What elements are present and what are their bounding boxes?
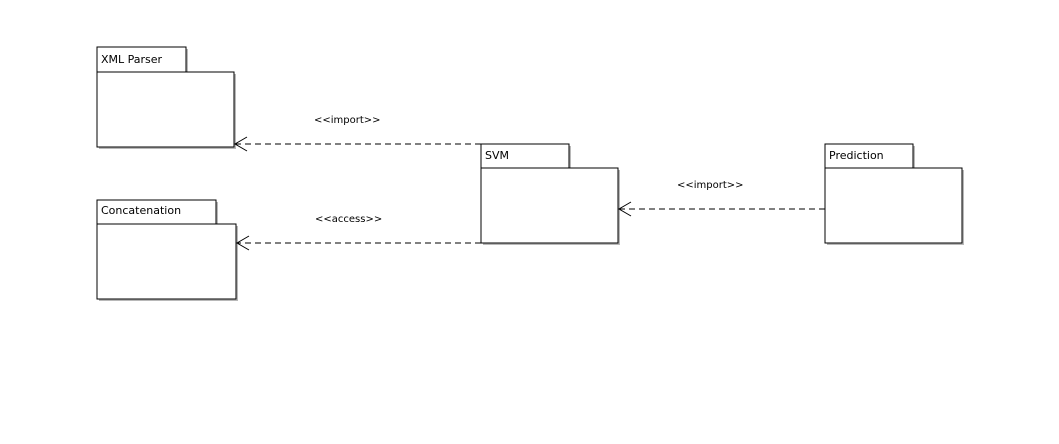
open-arrowhead-icon [236,235,250,251]
open-arrowhead-icon [618,201,632,217]
package-svm[interactable]: SVM [480,143,620,245]
package-concatenation-label: Concatenation [101,204,181,217]
package-concatenation-tab [96,199,217,225]
open-arrowhead-icon [234,136,248,152]
package-svm-label: SVM [485,149,509,162]
package-prediction-body [824,167,963,244]
package-prediction-tab [824,143,914,169]
stereotype-label: <<import>> [314,115,381,126]
dependency-prediction-to-svm[interactable]: <<import>> [618,180,825,217]
package-svm-body [480,167,619,244]
package-prediction[interactable]: Prediction [824,143,964,245]
package-prediction-label: Prediction [829,149,884,162]
package-concatenation-body [96,223,237,300]
dependency-svm-to-concatenation[interactable]: <<access>> [236,214,481,251]
stereotype-label: <<import>> [677,180,744,191]
package-xml-parser-label: XML Parser [101,53,163,66]
package-concatenation[interactable]: Concatenation [96,199,238,301]
package-svm-tab [480,143,570,169]
stereotype-label: <<access>> [315,214,382,225]
dependency-svm-to-xml-parser[interactable]: <<import>> [234,115,481,152]
package-xml-parser-body [96,71,235,148]
package-xml-parser[interactable]: XML Parser [96,46,236,149]
